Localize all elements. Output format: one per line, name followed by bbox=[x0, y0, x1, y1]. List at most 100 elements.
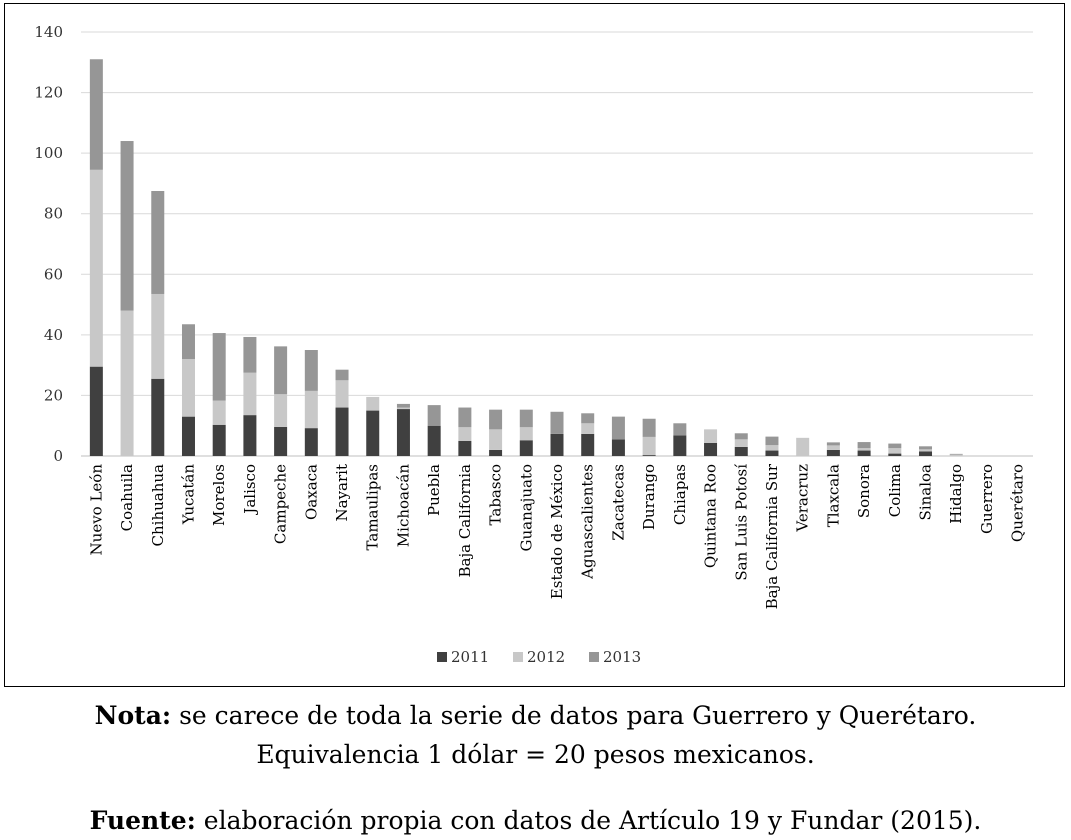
bar-segment-2012 bbox=[212, 400, 226, 425]
bar-segment-2012 bbox=[857, 448, 871, 451]
bar-segment-2011 bbox=[765, 450, 779, 456]
legend-label-2011: 2011 bbox=[451, 648, 489, 666]
x-tick-label: Tabasco bbox=[487, 464, 505, 525]
bar-segment-2012 bbox=[826, 445, 840, 450]
bar-segment-2011 bbox=[89, 366, 103, 456]
bar-segment-2013 bbox=[335, 369, 349, 381]
x-tick-label: Veracruz bbox=[794, 464, 812, 533]
x-tick-label: Quintana Roo bbox=[702, 464, 720, 568]
x-tick-label: Coahuila bbox=[118, 464, 136, 531]
bar-segment-2011 bbox=[919, 451, 933, 456]
bar-segment-2011 bbox=[304, 428, 318, 456]
bar-segment-2011 bbox=[704, 442, 718, 456]
note-line-2: Equivalencia 1 dólar = 20 pesos mexicano… bbox=[256, 740, 815, 769]
x-tick-label: Sinaloa bbox=[917, 464, 935, 521]
bar-segment-2011 bbox=[458, 440, 472, 456]
x-tick-label: Zacatecas bbox=[609, 464, 627, 541]
bar-segment-2013 bbox=[304, 350, 318, 391]
bar-segment-2012 bbox=[949, 454, 963, 456]
y-tick-label: 80 bbox=[44, 205, 63, 223]
bar-segment-2012 bbox=[519, 427, 533, 441]
x-tick-label: Hidalgo bbox=[947, 464, 965, 524]
x-tick-label: Aguascalientes bbox=[579, 464, 597, 580]
bar-segment-2013 bbox=[181, 324, 195, 360]
x-tick-label: Guerrero bbox=[978, 464, 996, 534]
bar-segment-2012 bbox=[304, 390, 318, 429]
bar-segment-2012 bbox=[120, 310, 134, 456]
stacked-bar-chart: 0 20 40 60 80 100 120 140 Nuevo León Coahuila Chih… bbox=[34, 23, 1033, 666]
x-tick-label: Colima bbox=[886, 464, 904, 517]
bar-segment-2013 bbox=[427, 405, 441, 426]
y-tick-label: 60 bbox=[44, 265, 63, 283]
bar-segment-2013 bbox=[212, 333, 226, 401]
bar-segment-2013 bbox=[396, 403, 410, 408]
y-tick-label: 40 bbox=[44, 326, 63, 344]
bar-segment-2011 bbox=[519, 440, 533, 456]
bar-segment-2012 bbox=[458, 427, 472, 441]
y-tick-label: 20 bbox=[44, 386, 63, 404]
bar-segment-2011 bbox=[734, 446, 748, 456]
bar-segment-2013 bbox=[489, 409, 503, 430]
legend-swatch-2011 bbox=[437, 652, 447, 662]
bar-segment-2011 bbox=[212, 424, 226, 456]
bar-segment-2011 bbox=[611, 439, 625, 456]
bar-segment-2012 bbox=[274, 394, 288, 427]
bar-segment-2012 bbox=[765, 445, 779, 451]
x-tick-label: Guanajuato bbox=[517, 464, 535, 552]
bar-segment-2013 bbox=[919, 446, 933, 450]
bar-segment-2013 bbox=[120, 141, 134, 311]
bar-segment-2013 bbox=[550, 411, 564, 434]
bar-segment-2012 bbox=[581, 423, 595, 434]
x-tick-label: Michoacán bbox=[394, 464, 412, 548]
bar-segment-2011 bbox=[243, 415, 257, 456]
bar-segment-2013 bbox=[151, 191, 165, 294]
note-text: se carece de toda la serie de datos para… bbox=[171, 701, 977, 730]
x-tick-label: San Luis Potosí bbox=[732, 464, 750, 581]
bar-segment-2011 bbox=[396, 409, 410, 456]
bar-segment-2012 bbox=[642, 436, 656, 456]
source-label: Fuente: bbox=[89, 806, 196, 835]
x-tick-label: Nayarit bbox=[333, 464, 351, 521]
legend-label-2012: 2012 bbox=[527, 648, 565, 666]
x-tick-label: Baja California Sur bbox=[763, 463, 781, 609]
note-label: Nota: bbox=[94, 701, 172, 730]
y-tick-label: 0 bbox=[53, 447, 63, 465]
x-tick-label: Chiapas bbox=[671, 464, 689, 525]
chart-container: 0 20 40 60 80 100 120 140 Nuevo León Coahuila Chih… bbox=[4, 3, 1065, 687]
bar-segment-2013 bbox=[949, 453, 963, 455]
bar-segment-2013 bbox=[734, 433, 748, 440]
bar-segment-2011 bbox=[857, 450, 871, 456]
x-tick-label: Chihuahua bbox=[149, 464, 167, 547]
bar-segment-2013 bbox=[826, 442, 840, 446]
x-tick-label: Oaxaca bbox=[302, 464, 320, 520]
bar-segment-2011 bbox=[673, 435, 687, 456]
bar-segment-2013 bbox=[673, 423, 687, 436]
bar-segment-2012 bbox=[489, 429, 503, 450]
bar-segment-2011 bbox=[642, 455, 656, 456]
bar-segment-2012 bbox=[366, 396, 380, 411]
bar-segment-2011 bbox=[151, 378, 165, 456]
x-tick-label: Morelos bbox=[210, 464, 228, 526]
x-tick-label: Tamaulipas bbox=[364, 464, 382, 550]
x-tick-label: Nuevo León bbox=[87, 464, 105, 556]
bar-segment-2013 bbox=[89, 59, 103, 170]
x-tick-label: Yucatán bbox=[179, 464, 197, 526]
bar-segment-2013 bbox=[642, 418, 656, 437]
bar-segment-2013 bbox=[243, 336, 257, 373]
bar-segment-2012 bbox=[734, 439, 748, 447]
x-tick-label: Tlaxcala bbox=[824, 464, 842, 527]
bar-segment-2012 bbox=[796, 437, 810, 456]
bar-segment-2012 bbox=[89, 169, 103, 367]
bar-segment-2011 bbox=[888, 453, 902, 456]
bar-segment-2013 bbox=[611, 416, 625, 440]
y-tick-label: 140 bbox=[34, 23, 63, 41]
y-tick-label: 100 bbox=[34, 144, 63, 162]
bar-segment-2012 bbox=[181, 359, 195, 417]
source-line: Fuente: elaboración propia con datos de … bbox=[0, 806, 1071, 835]
bar-segment-2013 bbox=[458, 407, 472, 428]
x-tick-label: Puebla bbox=[425, 464, 443, 516]
bar-segment-2011 bbox=[366, 410, 380, 456]
bar-segment-2012 bbox=[396, 407, 410, 410]
bar-segment-2011 bbox=[335, 407, 349, 456]
bar-segment-2011 bbox=[181, 416, 195, 456]
